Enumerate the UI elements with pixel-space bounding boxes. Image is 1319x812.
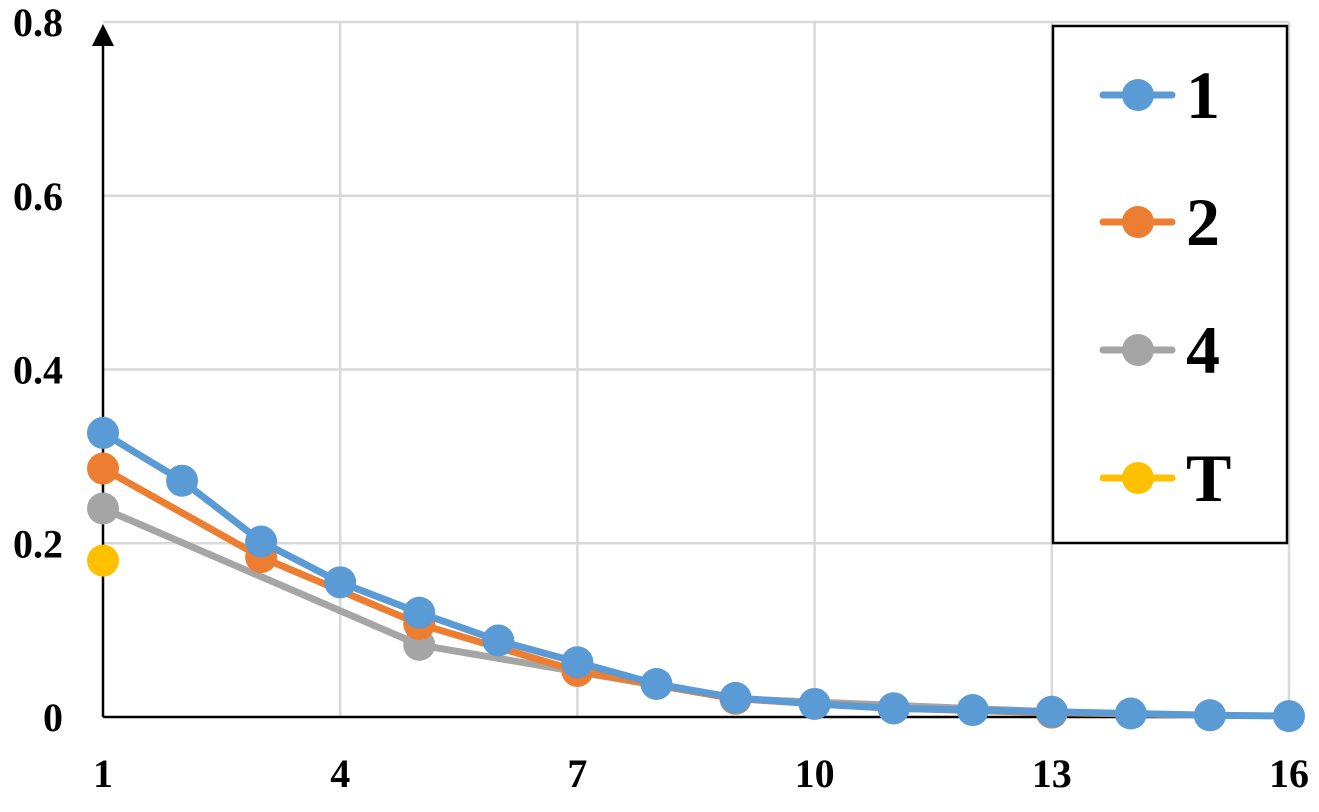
- data-point-1: [798, 687, 831, 720]
- data-point-1: [166, 464, 199, 497]
- series-line-1: [99, 429, 1293, 720]
- legend-marker-swatch: [1122, 79, 1154, 111]
- data-point-1: [1035, 695, 1068, 728]
- tick-labels: 0 0.2 0.4 0.6 0.8 1 4 7 10 13 16: [13, 0, 1309, 796]
- legend-label: 4: [1186, 312, 1220, 388]
- data-point-1: [640, 667, 673, 700]
- legend-label: 1: [1186, 57, 1220, 133]
- x-tick-label: 7: [567, 751, 587, 796]
- x-tick-label: 10: [795, 751, 835, 796]
- data-point-1: [403, 596, 436, 629]
- legend-marker-swatch: [1122, 206, 1154, 238]
- grid: [103, 20, 1291, 717]
- y-tick-label: 0: [43, 695, 63, 740]
- x-tick-label: 1: [93, 751, 113, 796]
- legend-entry-1: 1: [1099, 57, 1220, 133]
- data-point-1: [87, 416, 119, 449]
- data-point-1: [719, 681, 752, 714]
- data-point-1: [324, 566, 357, 599]
- data-point-1: [561, 646, 594, 679]
- data-point-1: [1114, 697, 1147, 730]
- y-tick-label: 0.4: [13, 348, 63, 393]
- legend-label: T: [1186, 440, 1231, 516]
- data-point-1: [1273, 700, 1305, 733]
- data-point-4: [87, 492, 119, 525]
- series: [87, 416, 1305, 733]
- legend-entry-T: T: [1099, 440, 1231, 516]
- data-point-T: [87, 544, 119, 577]
- legend: 1 2 4 T: [1051, 24, 1289, 545]
- data-point-1: [877, 692, 910, 725]
- y-axis-arrow-icon: [92, 24, 114, 46]
- y-tick-label: 0.2: [13, 521, 63, 566]
- x-tick-label: 4: [330, 751, 350, 796]
- legend-entry-4: 4: [1099, 312, 1220, 388]
- data-point-1: [245, 525, 278, 558]
- legend-box: [1051, 24, 1289, 545]
- legend-marker-swatch: [1122, 334, 1154, 366]
- y-tick-label: 0.6: [13, 174, 63, 219]
- y-tick-label: 0.8: [13, 0, 63, 45]
- legend-label: 2: [1186, 184, 1220, 260]
- series-T: [87, 544, 119, 577]
- series-1: [87, 416, 1305, 733]
- data-point-1: [1193, 699, 1226, 732]
- data-point-1: [482, 624, 515, 657]
- data-point-1: [956, 694, 989, 727]
- legend-entry-2: 2: [1099, 184, 1220, 260]
- x-tick-label: 13: [1032, 751, 1072, 796]
- legend-marker-swatch: [1122, 462, 1154, 494]
- x-tick-label: 16: [1269, 751, 1309, 796]
- data-point-2: [87, 452, 119, 485]
- axes: [92, 24, 1289, 719]
